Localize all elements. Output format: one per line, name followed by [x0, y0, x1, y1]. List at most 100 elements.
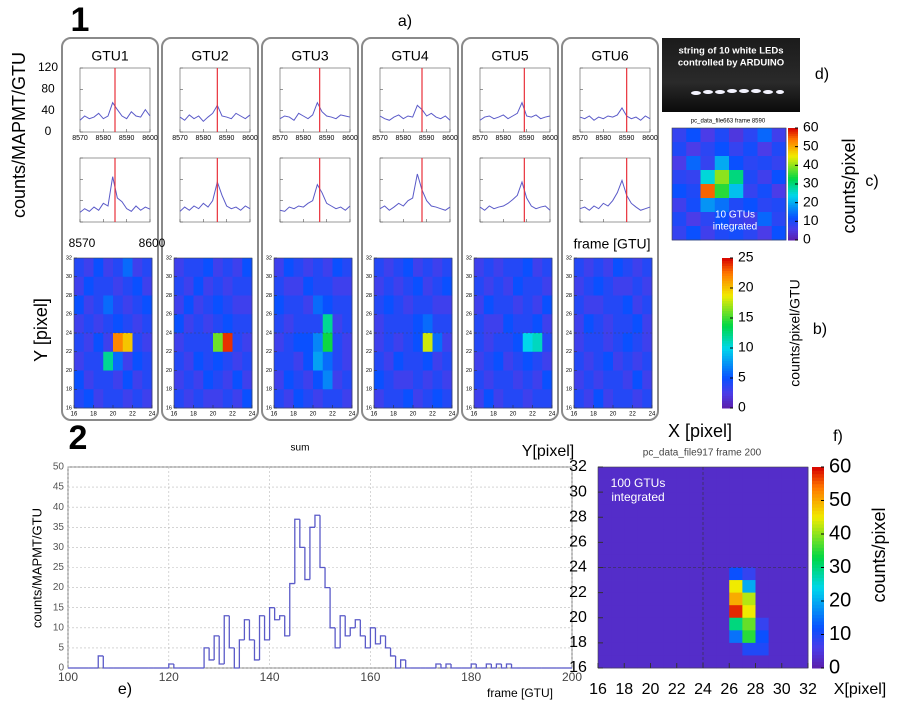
- heatmap-cell: [729, 212, 744, 227]
- heatmap-cell: [432, 351, 443, 371]
- y-tick-label: 18: [566, 387, 572, 393]
- heatmap-cell: [532, 314, 543, 334]
- colorbar-segment: [812, 584, 824, 589]
- heatmap-cell: [122, 333, 133, 353]
- y-tick-label: 32: [166, 255, 172, 261]
- colorbar-label: 50: [829, 489, 851, 511]
- heatmap-cell: [493, 295, 504, 315]
- heatmap-cell: [781, 554, 796, 568]
- plot-frame: [579, 67, 651, 133]
- heatmap-cell: [74, 258, 85, 278]
- chart-title: pc_data_file663 frame 8590: [691, 119, 766, 125]
- heatmap-cell: [603, 351, 614, 371]
- x-tick-label: 8600: [139, 236, 166, 250]
- heatmap-cell: [142, 351, 153, 371]
- heatmap-cell: [93, 351, 104, 371]
- heatmap-cell: [493, 276, 504, 296]
- heatmap-cell: [442, 351, 453, 371]
- heatmap-cell: [689, 580, 704, 594]
- heatmap-cell: [403, 333, 414, 353]
- colorbar-segment: [722, 360, 733, 364]
- light-curve: [579, 178, 651, 211]
- heatmap-cell: [768, 655, 783, 669]
- histogram-bin: [435, 663, 441, 668]
- heatmap-cell: [322, 295, 333, 315]
- heatmap-cell: [794, 504, 809, 518]
- heatmap-cell: [613, 258, 624, 278]
- colorbar-label: 5: [738, 369, 746, 385]
- heatmap-cell: [513, 333, 524, 353]
- heatmap-cell: [93, 370, 104, 390]
- y-tick-label: 28: [466, 293, 472, 299]
- heatmap-cell: [794, 517, 809, 531]
- heatmap-cell: [768, 630, 783, 644]
- heatmap-cell: [598, 554, 612, 568]
- colorbar-segment: [788, 176, 798, 179]
- heatmap-cell: [632, 295, 643, 315]
- light-curve: [379, 173, 451, 211]
- heatmap-cell: [303, 333, 314, 353]
- heatmap-cell: [700, 198, 716, 213]
- heatmap-cell: [703, 529, 717, 543]
- x-tick-label: 24: [349, 412, 356, 418]
- heatmap-cell: [676, 592, 691, 606]
- colorbar-segment: [812, 527, 824, 532]
- x-tick-label: 16: [71, 412, 78, 418]
- heatmap-cell: [203, 370, 214, 390]
- heatmap-cell: [729, 184, 744, 199]
- colorbar-segment: [812, 467, 824, 471]
- heatmap-cell: [274, 351, 285, 371]
- heatmap-cell: [574, 370, 585, 390]
- heatmap-cell: [142, 389, 153, 409]
- heatmap-cell: [603, 258, 614, 278]
- heatmap-cell: [689, 542, 704, 556]
- colorbar-segment: [812, 483, 824, 488]
- colorbar-label: 40: [803, 156, 819, 172]
- heatmap-cell: [283, 333, 294, 353]
- heatmap-cell: [700, 128, 716, 143]
- x-tick-label: 16: [589, 681, 607, 698]
- heatmap-cell: [522, 370, 533, 390]
- colorbar-segment: [788, 170, 798, 174]
- colorbar-segment: [788, 208, 798, 211]
- histogram-bin: [218, 635, 225, 665]
- heatmap-cell: [686, 184, 701, 199]
- heatmap-cell: [522, 351, 533, 371]
- histogram-bin: [440, 663, 446, 669]
- heatmap-cell: [583, 351, 594, 371]
- heatmap-cell: [689, 467, 704, 480]
- histogram-bin: [263, 615, 270, 641]
- chart-title: sum: [291, 443, 310, 454]
- heatmap-cell: [676, 529, 691, 543]
- heatmap-cell: [303, 258, 314, 278]
- heatmap-cell: [593, 314, 604, 334]
- heatmap-cell: [768, 580, 783, 594]
- histogram-bin: [379, 635, 386, 644]
- heatmap-cell: [342, 389, 353, 409]
- heatmap-cell: [781, 517, 796, 531]
- colorbar-segment: [812, 513, 824, 518]
- heatmap-cell: [174, 295, 185, 315]
- heatmap-cell: [132, 276, 143, 296]
- histogram-bin: [253, 639, 260, 661]
- heatmap-cell: [729, 517, 743, 531]
- x-tick-label: 8580: [296, 135, 312, 142]
- x-tick-label: 8600: [442, 135, 458, 142]
- colorbar-segment: [722, 320, 733, 324]
- colorbar-segment: [788, 228, 798, 232]
- heatmap-cell: [183, 276, 194, 296]
- heatmap-cell: [583, 276, 594, 296]
- colorbar-segment: [788, 197, 798, 200]
- colorbar-segment: [788, 219, 798, 222]
- heatmap-cell: [632, 258, 643, 278]
- colorbar-segment: [722, 280, 733, 284]
- x-tick-label: 8570: [472, 135, 488, 142]
- heatmap-cell: [794, 592, 809, 606]
- heatmap-cell: [122, 314, 133, 334]
- heatmap-cell: [432, 370, 443, 390]
- heatmap-cell: [703, 479, 717, 493]
- histogram-bin: [470, 663, 477, 668]
- colorbar-segment: [812, 647, 824, 652]
- heatmap-cell: [132, 314, 143, 334]
- x-tick-label: 22: [229, 412, 236, 418]
